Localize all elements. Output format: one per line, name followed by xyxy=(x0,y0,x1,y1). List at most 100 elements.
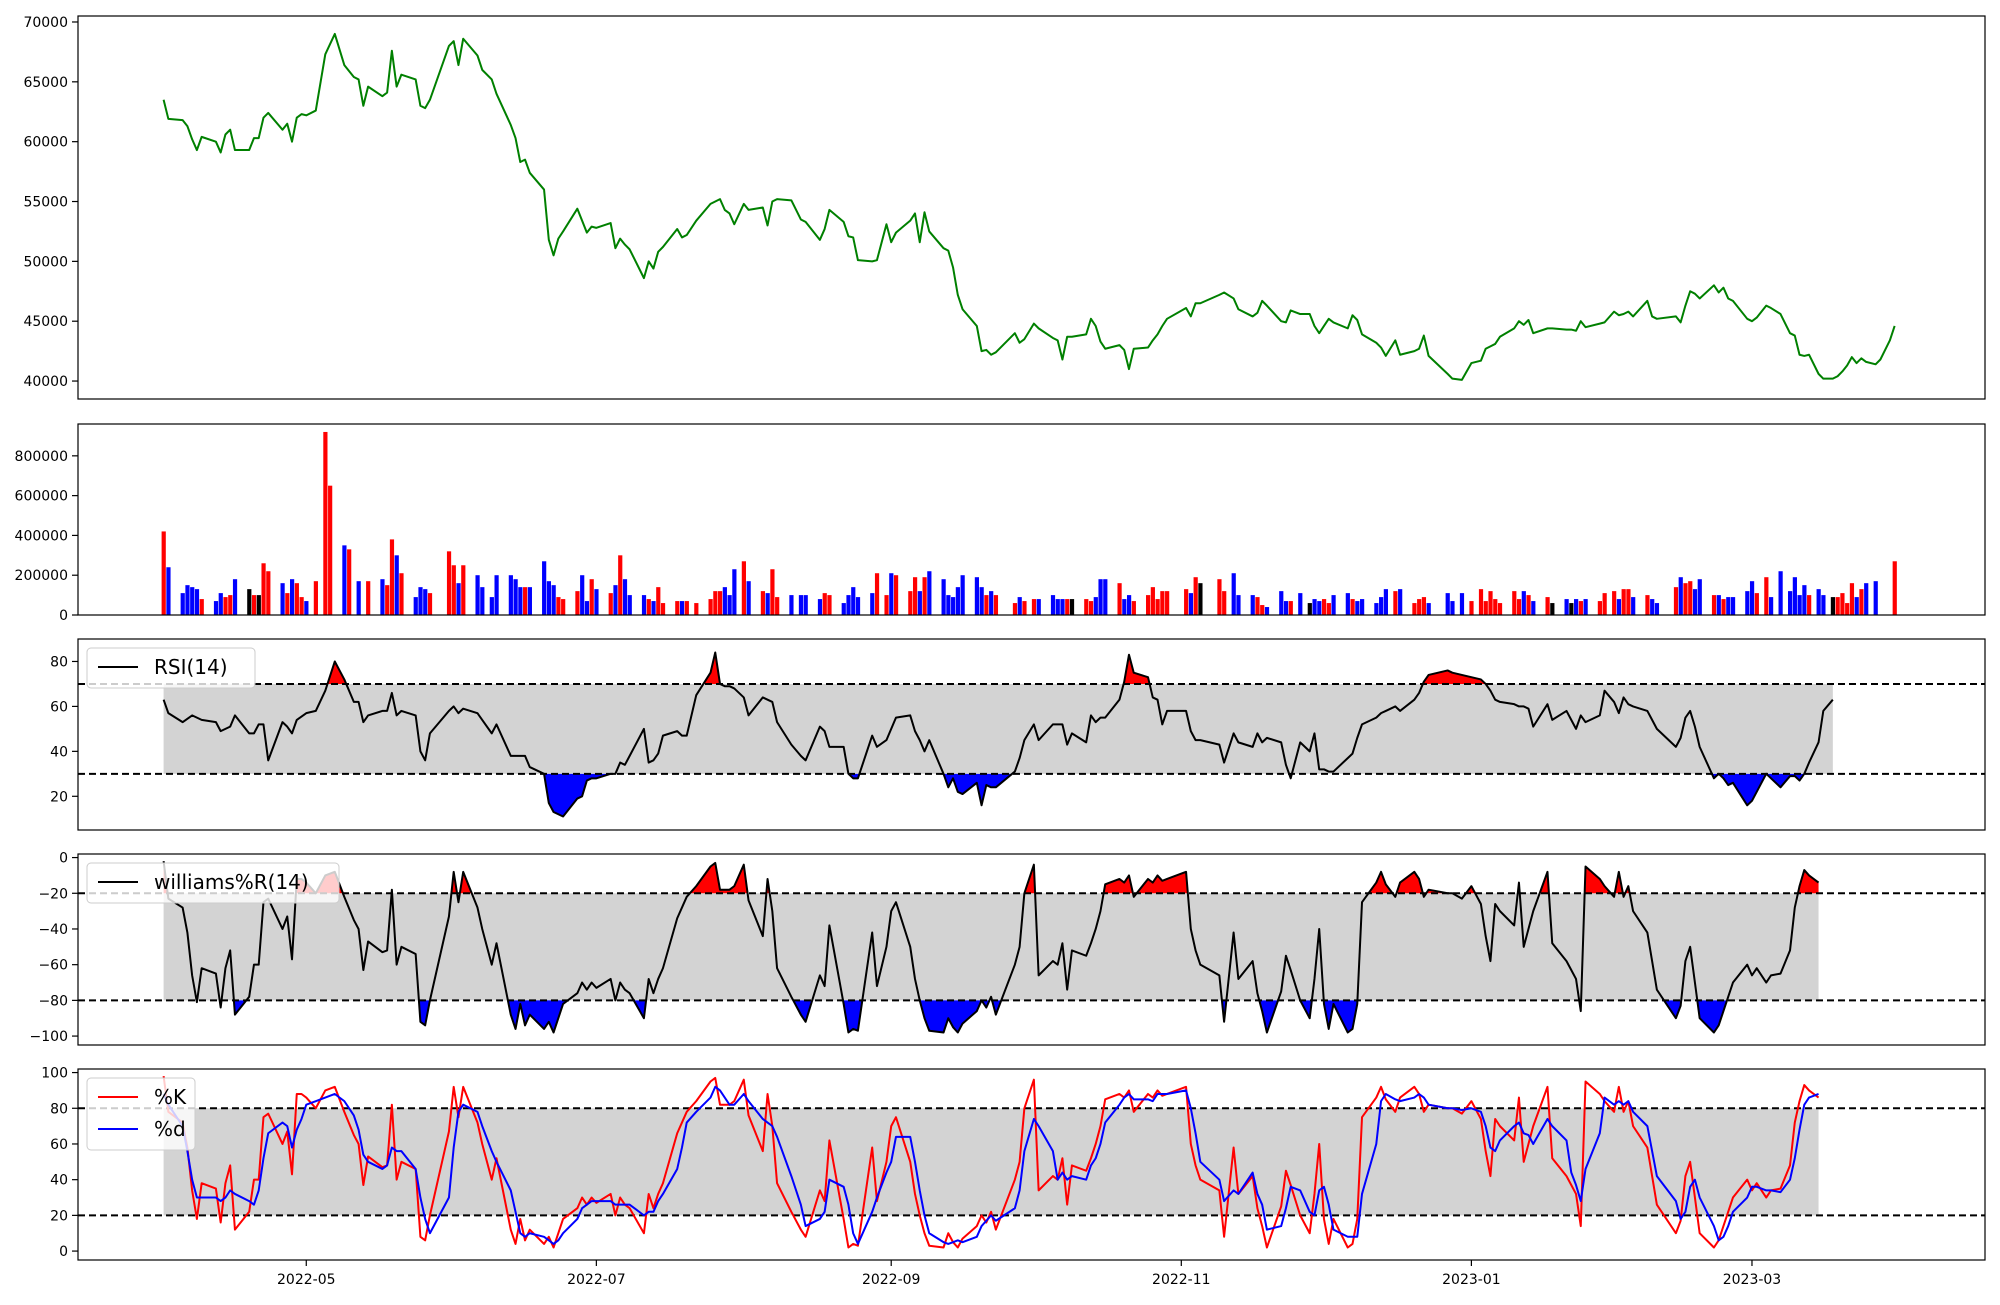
volume-bar xyxy=(1098,579,1103,615)
volume-bar xyxy=(927,571,932,615)
volume-bar xyxy=(1055,599,1060,615)
volume-bar xyxy=(266,571,271,615)
volume-bar xyxy=(1531,601,1536,615)
williams-r-overbought-fill xyxy=(1136,871,1188,894)
rsi-ytick-label: 40 xyxy=(50,744,68,760)
stochastic-ytick-label: 100 xyxy=(41,1066,68,1082)
volume-bar xyxy=(180,593,185,615)
rsi-oversold-fill xyxy=(544,773,611,817)
volume-bar xyxy=(1331,595,1336,615)
volume-bar xyxy=(1165,591,1170,615)
rsi-legend xyxy=(86,647,256,689)
volume-bar xyxy=(1768,597,1774,615)
volume-bar xyxy=(446,551,452,615)
volume-bar xyxy=(1160,591,1165,615)
volume-bar xyxy=(399,573,404,615)
volume-bar xyxy=(984,595,989,615)
volume-bar xyxy=(855,597,861,615)
volume-bar xyxy=(1283,601,1289,615)
volume-bar xyxy=(232,579,238,615)
volume-bar xyxy=(917,591,922,615)
volume-bar xyxy=(1065,599,1070,615)
volume-bar xyxy=(190,587,195,615)
volume-bar xyxy=(366,581,371,615)
volume-bar xyxy=(841,603,846,615)
volume-bar xyxy=(1088,601,1094,615)
volume-bar xyxy=(313,581,318,615)
volume-bar xyxy=(1355,601,1360,615)
volume-bar xyxy=(1279,591,1284,615)
volume-bar xyxy=(727,595,732,615)
volume-bar xyxy=(166,567,171,615)
williams-r-legend-label: williams%R(14) xyxy=(154,870,309,894)
volume-bar xyxy=(1345,593,1350,615)
volume-bar xyxy=(1155,599,1160,615)
volume-bar xyxy=(760,591,766,615)
rsi-overbought-fill xyxy=(1422,670,1486,684)
volume-bar xyxy=(1131,601,1136,615)
volume-bar xyxy=(461,565,466,615)
stochastic-legend-label: %d xyxy=(154,1117,186,1141)
williams-r-ytick-label: −80 xyxy=(38,993,68,1009)
volume-bar xyxy=(1892,561,1897,615)
volume-bar xyxy=(1393,591,1398,615)
volume-bar xyxy=(280,583,285,615)
volume-bar xyxy=(1250,595,1255,615)
volume-bar xyxy=(993,595,999,615)
williams-r-line xyxy=(162,861,1820,1034)
volume-bar xyxy=(1873,581,1878,615)
volume-bar xyxy=(185,585,190,615)
volume-bar xyxy=(974,577,980,615)
volume-bar xyxy=(874,573,880,615)
volume-bar xyxy=(1264,607,1270,615)
volume-bar xyxy=(1188,593,1194,615)
stochastic-d-line xyxy=(162,1085,1819,1245)
volume-bar xyxy=(494,575,499,615)
volume-bar xyxy=(1654,603,1660,615)
volume-bar xyxy=(1398,589,1403,615)
volume-bar xyxy=(1845,603,1850,615)
volume-bar xyxy=(846,595,851,615)
volume-bar xyxy=(247,589,252,615)
volume-bar xyxy=(656,587,661,615)
volume-bar xyxy=(817,599,823,615)
williams-r-oversold-fill xyxy=(507,1000,568,1033)
volume-bar xyxy=(789,595,794,615)
volume-bar xyxy=(1093,597,1098,615)
rsi-line xyxy=(162,651,1834,818)
volume-bar xyxy=(1497,603,1503,615)
volume-ytick-label: 0 xyxy=(59,608,68,624)
stochastic-legend-label: %K xyxy=(154,1085,187,1109)
volume-bar xyxy=(651,601,656,615)
volume-bar xyxy=(1792,577,1797,615)
volume-bar xyxy=(946,595,951,615)
volume-bar xyxy=(732,569,737,615)
volume-bar xyxy=(1255,597,1260,615)
volume-bar xyxy=(1493,599,1498,615)
volume-bar xyxy=(1730,597,1736,615)
volume-bar xyxy=(1122,599,1127,615)
volume-bar xyxy=(1017,597,1022,615)
volume-bar xyxy=(489,597,494,615)
volume-bar xyxy=(893,575,899,615)
volume-bar xyxy=(1231,573,1236,615)
price-ytick-label: 45000 xyxy=(23,314,68,330)
volume-bar xyxy=(1426,603,1431,615)
volume-bar xyxy=(256,595,261,615)
volume-bar xyxy=(542,561,547,615)
volume-bar xyxy=(380,579,385,615)
volume-bar xyxy=(1616,599,1622,615)
volume-bar xyxy=(1483,601,1488,615)
volume-bar xyxy=(803,595,808,615)
stochastic-panel: 0 20 40 60 80 100 %K %d 2022-05 2022-07 2022-09 202… xyxy=(41,1066,1986,1288)
volume-bar xyxy=(1360,599,1365,615)
volume-bar xyxy=(822,593,827,615)
price-ytick-label: 70000 xyxy=(23,15,68,31)
volume-bar xyxy=(713,591,718,615)
rsi-panel: 20 40 60 80 RSI(14) xyxy=(50,638,1986,831)
volume-bar xyxy=(1012,603,1018,615)
volume-bar xyxy=(1854,597,1859,615)
volume-bar xyxy=(594,589,599,615)
volume-bar xyxy=(1326,603,1331,615)
